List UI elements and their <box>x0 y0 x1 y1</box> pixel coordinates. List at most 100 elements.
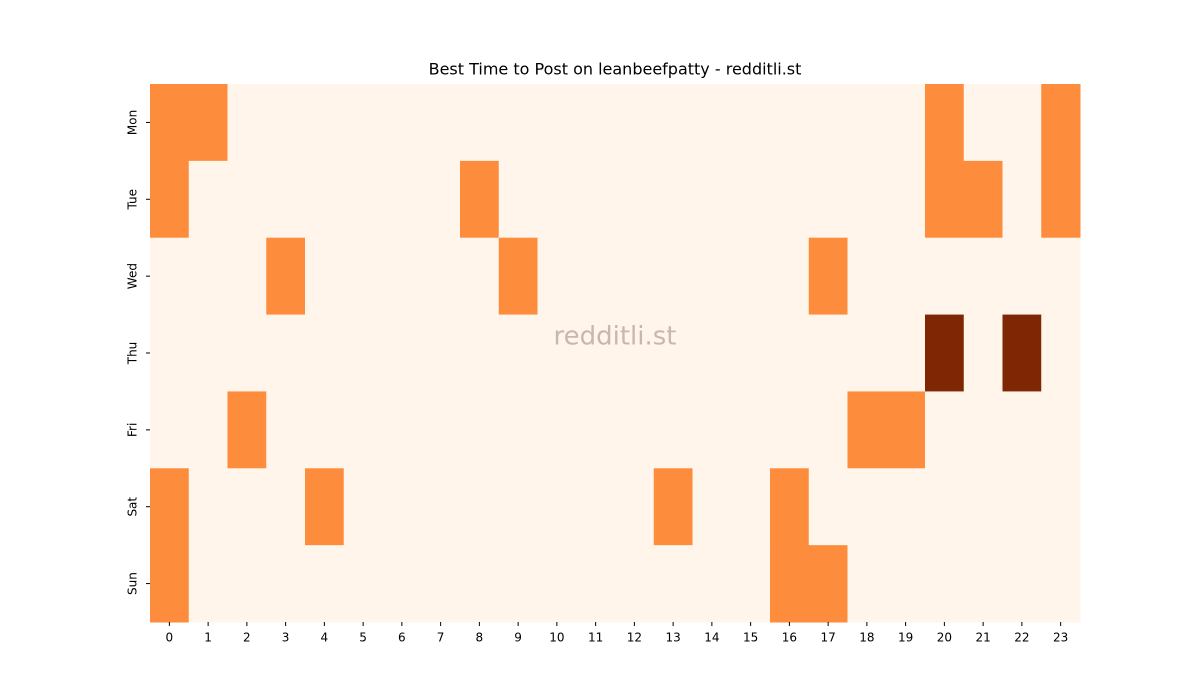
heat-cell <box>963 468 1003 546</box>
heat-cell <box>498 468 538 546</box>
heat-cell <box>498 391 538 469</box>
x-tick-label: 12 <box>627 631 642 645</box>
heat-cell <box>537 545 577 623</box>
heat-cell <box>460 237 500 316</box>
heat-cell <box>421 545 461 623</box>
heat-cell <box>227 237 267 316</box>
x-tick-label: 2 <box>243 631 251 645</box>
heat-cell <box>731 237 771 316</box>
heat-cell <box>305 84 345 162</box>
heat-cell <box>305 391 345 469</box>
heat-cell <box>421 468 461 546</box>
heat-cell <box>925 545 965 623</box>
heat-cell <box>227 160 267 239</box>
heat-cell <box>692 391 732 469</box>
heat-cell <box>382 84 422 162</box>
heat-cell <box>537 84 577 162</box>
heat-cell <box>925 160 965 239</box>
x-tick-label: 9 <box>514 631 522 645</box>
x-tick-label: 16 <box>782 631 797 645</box>
heat-cell <box>615 545 655 623</box>
heat-cell <box>460 391 500 469</box>
x-tick-label: 5 <box>359 631 367 645</box>
heat-cell <box>653 314 693 392</box>
heat-cell <box>808 468 848 546</box>
heat-cell <box>653 545 693 623</box>
heat-cell <box>576 391 616 469</box>
watermark: redditli.st <box>554 322 677 352</box>
heat-cell <box>653 160 693 239</box>
heat-cell <box>343 237 383 316</box>
heat-cell <box>1041 160 1081 239</box>
heat-cell <box>150 160 190 239</box>
x-tick-label: 14 <box>704 631 719 645</box>
x-tick-label: 19 <box>898 631 913 645</box>
heat-cell <box>963 84 1003 162</box>
x-tick-label: 4 <box>321 631 329 645</box>
heat-cell <box>537 391 577 469</box>
heat-cell <box>847 160 887 239</box>
heat-cell <box>382 545 422 623</box>
heat-cell <box>615 468 655 546</box>
heat-cell <box>1002 468 1042 546</box>
heat-cell <box>653 237 693 316</box>
heat-cell <box>537 237 577 316</box>
chart-title: Best Time to Post on leanbeefpatty - red… <box>429 60 802 79</box>
x-tick-label: 21 <box>975 631 990 645</box>
heat-cell <box>770 237 810 316</box>
x-tick-label: 11 <box>588 631 603 645</box>
heat-cell <box>1002 84 1042 162</box>
heat-cell <box>343 468 383 546</box>
heat-cell <box>1041 84 1081 162</box>
heat-cell <box>305 160 345 239</box>
heat-cell <box>615 237 655 316</box>
heat-cell <box>498 237 538 316</box>
heat-cell <box>692 314 732 392</box>
x-tick-label: 6 <box>398 631 406 645</box>
heat-cell <box>266 391 306 469</box>
x-tick-label: 23 <box>1053 631 1068 645</box>
heat-cell <box>692 237 732 316</box>
heat-cell <box>615 391 655 469</box>
heat-cell <box>460 314 500 392</box>
heat-cell <box>1002 545 1042 623</box>
heat-cell <box>847 468 887 546</box>
heat-cell <box>460 545 500 623</box>
heat-cell <box>692 84 732 162</box>
heat-cell <box>963 314 1003 392</box>
heat-cell <box>1002 160 1042 239</box>
y-tick-label: Mon <box>126 110 140 135</box>
heat-cell <box>305 545 345 623</box>
heat-cell <box>576 468 616 546</box>
heat-cell <box>227 84 267 162</box>
heat-cell <box>731 314 771 392</box>
heat-cell <box>460 84 500 162</box>
heat-cell <box>925 468 965 546</box>
heat-cell <box>886 237 926 316</box>
heat-cell <box>886 391 926 469</box>
heat-cell <box>188 468 228 546</box>
heat-cell <box>770 391 810 469</box>
heat-cell <box>1002 237 1042 316</box>
heat-cell <box>498 84 538 162</box>
heat-cell <box>963 160 1003 239</box>
heat-cell <box>886 468 926 546</box>
heat-cell <box>421 84 461 162</box>
heat-cell <box>886 545 926 623</box>
heat-cell <box>305 468 345 546</box>
heat-cell <box>150 468 190 546</box>
heat-cell <box>498 545 538 623</box>
heat-cell <box>731 84 771 162</box>
heat-cell <box>770 314 810 392</box>
heat-cell <box>576 545 616 623</box>
heat-cell <box>382 237 422 316</box>
heat-cell <box>615 160 655 239</box>
heat-cell <box>188 160 228 239</box>
y-tick-label: Tue <box>126 189 140 211</box>
heat-cell <box>770 160 810 239</box>
heat-cell <box>615 314 655 392</box>
heat-cell <box>266 314 306 392</box>
heat-cell <box>460 468 500 546</box>
heat-cell <box>227 545 267 623</box>
heat-cell <box>731 468 771 546</box>
